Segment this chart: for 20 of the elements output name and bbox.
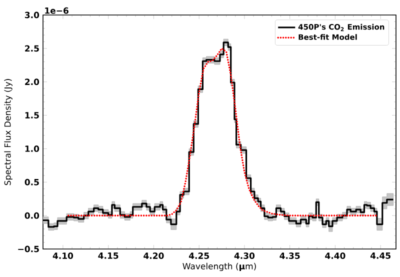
y-tick-label: −0.5: [18, 246, 39, 252]
y-tick-label: 0.5: [24, 178, 39, 186]
x-tick-label: 4.20: [144, 252, 164, 259]
y-tick-label: 2.0: [25, 78, 40, 86]
x-tick-label: 4.30: [234, 252, 255, 259]
x-tick-label: 4.40: [325, 252, 346, 259]
y-tick-label: 3.0: [24, 12, 40, 18]
y-tick-label: 2.5: [25, 45, 39, 52]
y-axis-title: Spectral Flux Density (Jy): [4, 79, 12, 186]
x-tick-label: 4.10: [52, 252, 74, 259]
x-tick-label: 4.35: [280, 252, 300, 259]
y-tick-label: 0.0: [24, 212, 40, 219]
x-axis-title: Wavelength (μm): [182, 262, 256, 272]
y-tick-label: 1.5: [25, 112, 39, 118]
y-tick-label: 1.0: [25, 146, 40, 152]
x-tick-label: 4.15: [98, 252, 118, 259]
x-tick-label: 4.25: [188, 252, 209, 259]
line-series: [68, 48, 378, 216]
x-tick-label: 4.45: [370, 252, 390, 259]
text: 1e−6: [45, 7, 68, 14]
